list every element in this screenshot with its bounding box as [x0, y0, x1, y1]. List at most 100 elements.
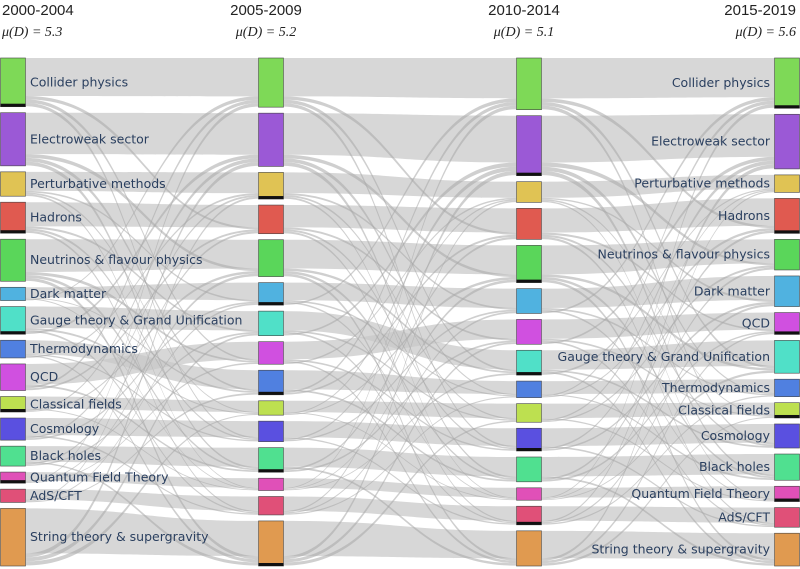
links-layer	[26, 58, 774, 566]
node-collider-col3	[774, 57, 800, 109]
node-perturbative-col1	[258, 172, 284, 200]
cross-link-blackholes-hadrons-2	[542, 230, 774, 480]
cross-link-darkmatter-collider-1	[284, 98, 516, 305]
cross-link-qcd-adscft-2	[542, 340, 774, 526]
node-darkmatter-col1	[258, 282, 284, 306]
link-classical-2	[542, 402, 774, 419]
cross-link-thermo-blackholes-1	[284, 389, 516, 482]
cross-link-qft-collider-2	[542, 104, 774, 499]
cross-link-adscft-darkmatter-1	[284, 311, 516, 514]
column-title-3: 2015-2019	[724, 2, 796, 19]
nodes-layer	[0, 57, 800, 567]
cross-link-perturbative-darkmatter-0	[26, 190, 258, 302]
node-qcd-col2	[516, 319, 542, 345]
cross-link-qcd-classical-2	[542, 338, 774, 417]
node-neutrinos-col1	[258, 239, 284, 277]
cross-link-hadrons-cosmology-2	[542, 234, 774, 447]
cross-link-qft-gauge-1	[284, 373, 516, 491]
cross-link-perturbative-qft-2	[542, 200, 774, 500]
cross-link-collider-hadrons-1	[284, 96, 516, 235]
label-blackholes-col3: Black holes	[699, 459, 770, 474]
cross-link-blackholes-string-0	[26, 461, 258, 566]
node-collider-col2	[516, 57, 542, 111]
cross-link-hadrons-gauge-0	[26, 226, 258, 333]
link-cosmology-1	[284, 421, 516, 446]
cross-link-darkmatter-collider-2	[542, 97, 774, 314]
cross-link-electroweak-thermo-1	[284, 158, 516, 396]
cross-link-darkmatter-qft-1	[284, 301, 516, 500]
node-classical-col2	[516, 403, 542, 423]
label-thermo-col0: Thermodynamics	[29, 341, 138, 356]
node-qft-col1	[258, 477, 284, 491]
cross-link-neutrinos-string-2	[542, 279, 774, 562]
node-perturbative-col0	[0, 171, 26, 197]
cross-link-qcd-electroweak-2	[542, 156, 774, 345]
cross-link-blackholes-string-1	[284, 466, 516, 566]
node-thermo-col2	[516, 380, 542, 398]
node-hadrons-col0	[0, 201, 26, 234]
cross-link-string-qcd-2	[542, 332, 774, 564]
label-electroweak-col0: Electroweak sector	[30, 131, 150, 146]
label-string-col0: String theory & supergravity	[30, 529, 209, 544]
node-adscft-col0	[0, 488, 26, 503]
label-qcd-col0: QCD	[30, 369, 58, 384]
node-divider-collider-col3	[774, 105, 800, 109]
cross-link-darkmatter-thermo-1	[284, 300, 516, 397]
node-divider-string-col1	[258, 563, 284, 566]
node-qcd-col1	[258, 341, 284, 365]
cross-link-collider-cosmology-2	[542, 105, 774, 445]
cross-link-neutrinos-gauge-2	[542, 274, 774, 371]
labels-layer: Collider physics Electroweak sector Pertur…	[29, 74, 771, 556]
cross-link-classical-neutrinos-0	[26, 271, 258, 412]
cross-link-thermo-blackholes-2	[542, 393, 774, 480]
cross-link-string-perturbative-2	[542, 190, 774, 561]
cross-link-perturbative-classical-1	[284, 195, 516, 420]
node-blackholes-col2	[516, 456, 542, 483]
node-hadrons-col2	[516, 208, 542, 240]
link-electroweak-1	[284, 113, 516, 163]
label-perturbative-col3: Perturbative methods	[634, 176, 770, 191]
cross-link-collider-qcd-0	[26, 99, 258, 361]
column-title-0: 2000-2004	[2, 2, 74, 19]
cross-link-electroweak-neutrinos-1	[284, 154, 516, 278]
column-title-1: 2005-2009	[230, 2, 302, 19]
node-electroweak-col2	[516, 115, 542, 176]
label-collider-col3: Collider physics	[672, 75, 770, 90]
cross-link-perturbative-classical-2	[542, 199, 774, 416]
cross-link-collider-hadrons-2	[542, 98, 774, 229]
cross-link-classical-electroweak-0	[26, 158, 258, 411]
node-divider-gauge-col2	[516, 372, 542, 376]
cross-link-string-perturbative-0	[26, 196, 258, 558]
cross-link-hadrons-cosmology-1	[284, 229, 516, 450]
cross-link-blackholes-string-2	[542, 476, 774, 566]
cross-link-blackholes-hadrons-1	[284, 236, 516, 471]
column-subtitle-1: μ(D) = 5.2	[235, 25, 296, 40]
node-darkmatter-col3	[774, 275, 800, 307]
label-darkmatter-col0: Dark matter	[30, 286, 107, 301]
label-cosmology-col3: Cosmology	[701, 428, 771, 443]
cross-link-string-classical-1	[284, 420, 516, 566]
link-qft-1	[284, 478, 516, 498]
label-gauge-col0: Gauge theory & Grand Unification	[30, 312, 242, 327]
cross-link-gauge-string-2	[542, 371, 774, 564]
node-perturbative-col3	[774, 174, 800, 193]
node-divider-cosmology-col2	[516, 447, 542, 451]
node-hadrons-col3	[774, 198, 800, 234]
cross-link-string-classical-2	[542, 416, 774, 566]
cross-link-darkmatter-thermo-0	[26, 297, 258, 393]
cross-link-darkmatter-qft-2	[542, 309, 774, 501]
node-divider-collider-col0	[0, 103, 26, 107]
node-string-col3	[774, 532, 800, 567]
node-darkmatter-col2	[516, 288, 542, 314]
cross-link-gauge-cosmology-2	[542, 369, 774, 448]
node-collider-col0	[0, 57, 26, 108]
node-thermo-col1	[258, 369, 284, 396]
label-blackholes-col0: Black holes	[30, 448, 101, 463]
label-collider-col0: Collider physics	[30, 74, 128, 89]
cross-link-qcd-cosmology-1	[284, 359, 516, 451]
node-divider-hadrons-col3	[774, 230, 800, 234]
node-gauge-col1	[258, 310, 284, 337]
node-divider-adscft-col2	[516, 521, 542, 525]
node-divider-gauge-col0	[0, 331, 26, 335]
cross-link-gauge-adscft-1	[284, 332, 516, 524]
